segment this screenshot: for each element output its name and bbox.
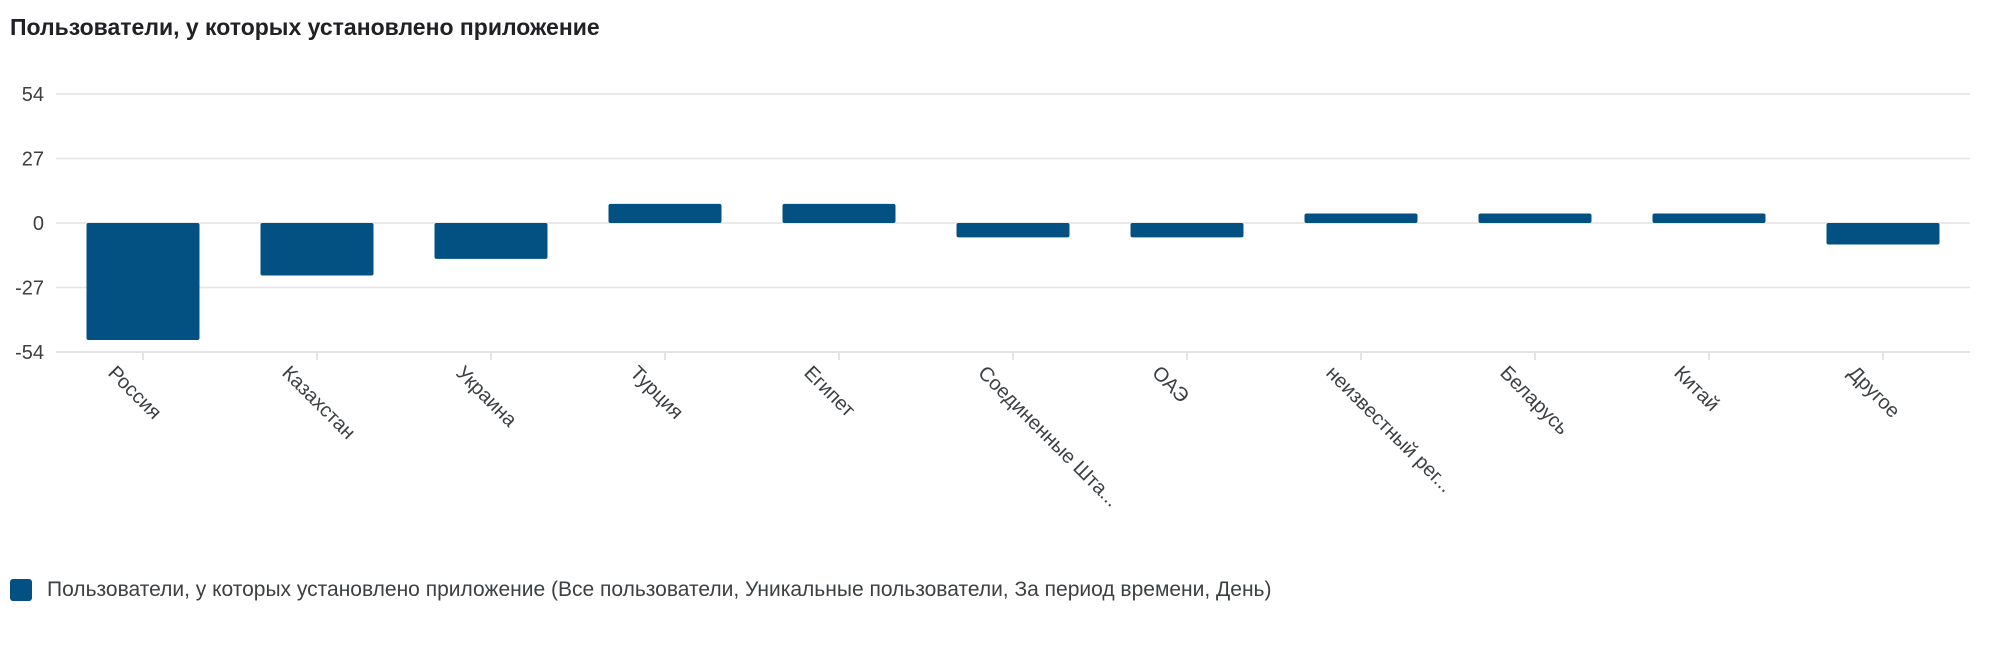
x-tick-label: неизвестный рег...: [1321, 362, 1456, 497]
bar-4[interactable]: [608, 203, 722, 223]
bar-11[interactable]: [1826, 223, 1940, 245]
x-tick-label: Турция: [625, 362, 687, 424]
x-tick-label: Украина: [451, 362, 521, 432]
x-tick-label: Соединенные Шта...: [973, 362, 1123, 512]
x-tick-label: ОАЭ: [1147, 362, 1193, 408]
x-tick-label: Другое: [1843, 362, 1903, 422]
bar-7[interactable]: [1130, 223, 1244, 238]
legend[interactable]: Пользователи, у которых установлено прил…: [10, 578, 1272, 602]
chart-title: Пользователи, у которых установлено прил…: [10, 14, 600, 40]
bar-8[interactable]: [1304, 213, 1418, 223]
x-axis-ticks: Россия Казахстан Украина Турция Египет Соедин…: [103, 352, 1904, 512]
y-tick-label: 54: [22, 84, 44, 106]
y-axis-ticks: 54 27 0 -27 -54: [15, 84, 44, 364]
y-tick-label: 27: [22, 149, 44, 171]
y-tick-label: 0: [33, 213, 44, 235]
bars: [86, 203, 1940, 341]
x-tick-label: Египет: [799, 362, 859, 422]
y-tick-label: -54: [15, 342, 44, 364]
x-tick-label: Китай: [1669, 362, 1723, 416]
bar-5[interactable]: [782, 203, 896, 223]
x-tick-label: Россия: [103, 362, 165, 424]
bar-10[interactable]: [1652, 213, 1766, 223]
bar-2[interactable]: [260, 223, 374, 276]
bar-3[interactable]: [434, 223, 548, 259]
bar-9[interactable]: [1478, 213, 1592, 223]
legend-swatch: [10, 579, 32, 601]
x-tick-label: Беларусь: [1495, 362, 1572, 439]
y-tick-label: -27: [15, 278, 44, 300]
bar-1[interactable]: [86, 223, 200, 341]
x-tick-label: Казахстан: [277, 362, 359, 444]
legend-label: Пользователи, у которых установлено прил…: [47, 578, 1272, 601]
bar-6[interactable]: [956, 223, 1070, 238]
